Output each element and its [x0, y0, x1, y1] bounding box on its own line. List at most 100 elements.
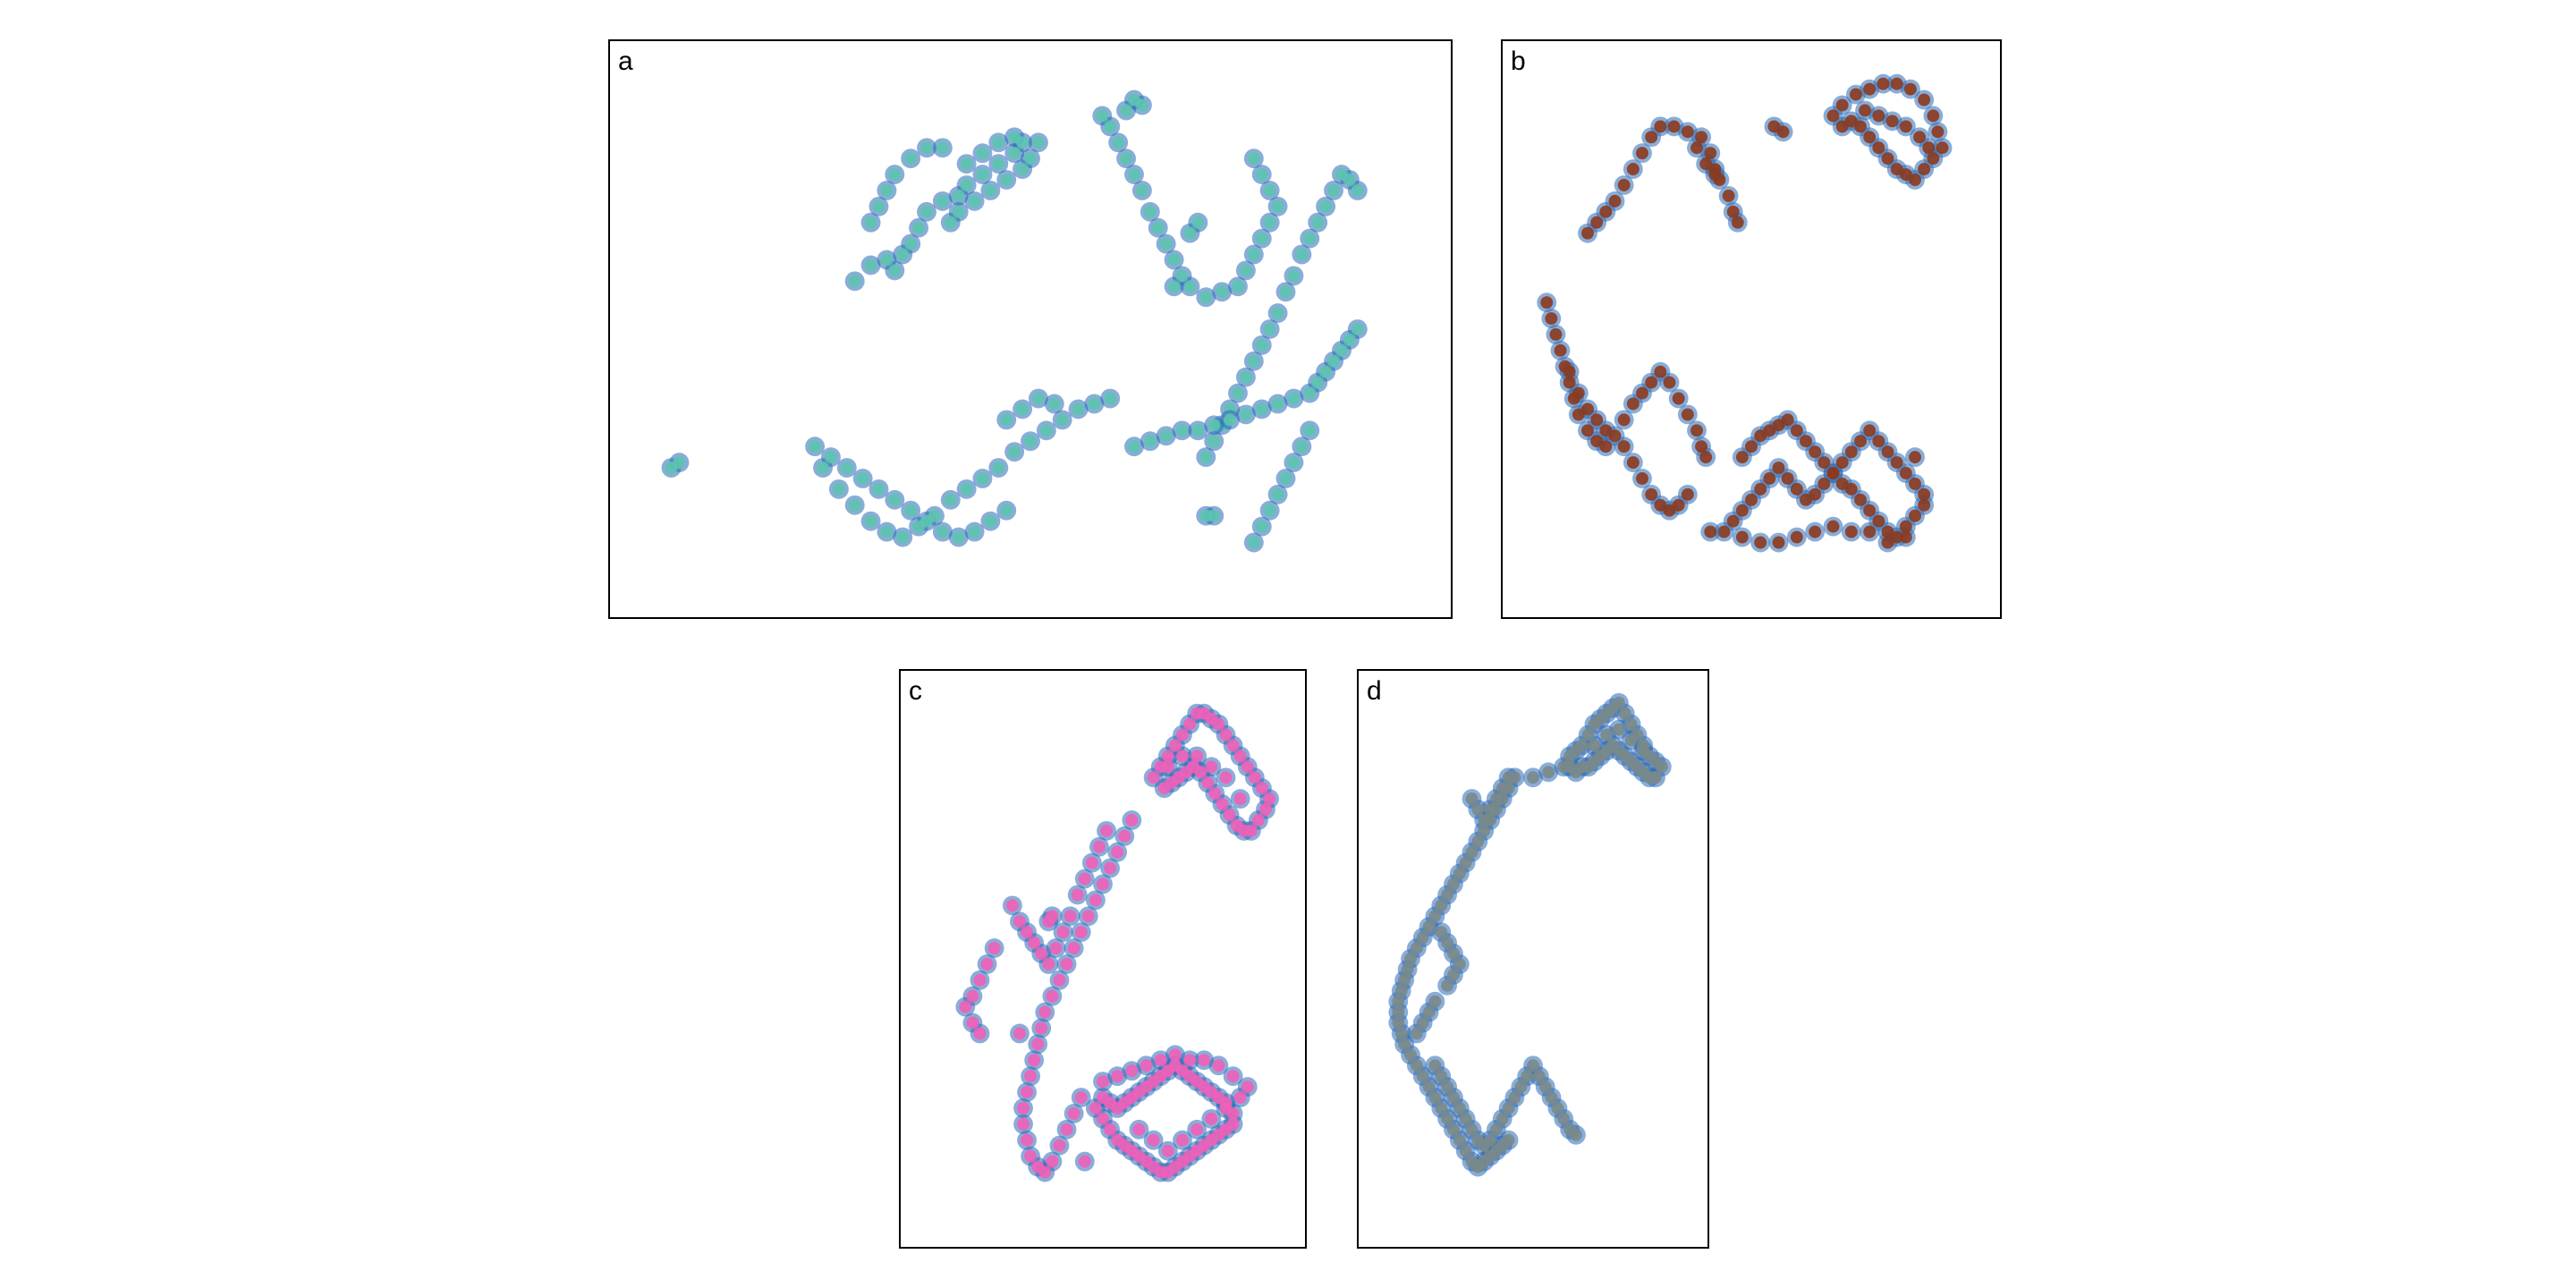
data-point — [1343, 333, 1356, 346]
data-point — [1465, 845, 1479, 859]
data-point — [1183, 226, 1197, 240]
data-point — [960, 482, 973, 496]
panel-b: b — [1501, 39, 2002, 619]
data-point — [928, 509, 941, 522]
data-point — [1527, 1059, 1539, 1072]
data-point — [1502, 771, 1515, 784]
data-point — [1226, 1117, 1240, 1131]
data-point — [1645, 487, 1658, 501]
data-point — [1422, 920, 1436, 934]
data-point — [817, 462, 829, 474]
data-point — [1219, 728, 1233, 741]
data-point — [1072, 402, 1085, 416]
data-point — [1818, 477, 1831, 490]
data-point — [1035, 1021, 1048, 1035]
data-point — [1890, 77, 1903, 90]
cluster-c-1 — [955, 810, 1142, 1182]
data-point — [1111, 845, 1124, 859]
cluster-c-3 — [1010, 906, 1095, 1172]
data-point — [1435, 1070, 1448, 1083]
data-point — [1859, 104, 1872, 117]
data-point — [1060, 1123, 1073, 1136]
data-point — [1772, 462, 1785, 474]
data-point — [1890, 530, 1903, 544]
data-point — [1343, 174, 1356, 186]
cluster-c-2 — [1086, 1045, 1258, 1182]
data-point — [1854, 120, 1867, 133]
data-point — [1844, 445, 1858, 459]
data-point — [1016, 163, 1030, 176]
data-point — [1484, 803, 1496, 816]
data-point — [1881, 525, 1894, 538]
data-point — [1199, 451, 1213, 464]
data-point — [1191, 216, 1205, 229]
data-point — [1428, 910, 1442, 923]
data-point — [1931, 125, 1945, 139]
data-point — [1132, 1123, 1146, 1136]
data-point — [1772, 536, 1785, 549]
data-point — [1287, 269, 1301, 283]
data-point — [960, 179, 973, 191]
data-point — [1295, 440, 1309, 453]
data-point — [673, 456, 686, 470]
data-point — [1031, 136, 1045, 149]
data-point — [1872, 435, 1885, 448]
cluster-a-2 — [1196, 165, 1368, 468]
data-point — [1612, 723, 1625, 736]
data-point — [1038, 1165, 1052, 1179]
data-point — [1271, 487, 1284, 501]
data-point — [1763, 424, 1776, 437]
data-point — [1000, 174, 1013, 186]
data-point — [1563, 376, 1576, 389]
data-point — [1232, 386, 1244, 400]
data-point — [1903, 82, 1917, 96]
data-point — [1208, 435, 1221, 448]
data-point — [1881, 536, 1894, 549]
data-point — [1046, 910, 1059, 923]
data-point — [1168, 739, 1182, 752]
data-point — [1056, 926, 1070, 939]
data-point — [1899, 120, 1912, 133]
data-point — [1404, 953, 1417, 965]
data-point — [1890, 163, 1903, 176]
data-point — [1885, 114, 1899, 128]
data-point — [992, 136, 1005, 149]
data-point — [1913, 131, 1927, 144]
data-point — [1191, 1123, 1204, 1136]
data-point — [1104, 120, 1117, 133]
data-point — [1590, 413, 1604, 427]
data-point — [1055, 413, 1069, 427]
data-point — [1097, 1112, 1109, 1125]
data-point — [1726, 205, 1740, 218]
data-point — [1918, 163, 1931, 176]
data-point — [1046, 1155, 1059, 1168]
data-point — [1441, 1112, 1454, 1125]
data-point — [1663, 504, 1676, 517]
data-point — [1590, 216, 1604, 229]
data-point — [1042, 958, 1055, 970]
data-point — [1392, 1016, 1405, 1030]
data-point — [1067, 942, 1080, 955]
data-point — [1726, 514, 1740, 528]
data-point — [1667, 120, 1681, 133]
data-point — [1575, 739, 1589, 752]
data-point — [1226, 1070, 1240, 1083]
data-point — [992, 157, 1005, 171]
data-point — [1826, 109, 1840, 123]
data-point — [896, 530, 910, 544]
data-point — [1143, 435, 1157, 448]
data-point — [872, 482, 886, 496]
data-point — [1392, 995, 1405, 1008]
data-point — [1021, 1133, 1034, 1147]
data-point — [1016, 402, 1030, 416]
data-point — [1255, 232, 1268, 245]
data-point — [1465, 792, 1479, 806]
data-point — [1453, 1133, 1466, 1147]
data-point — [1809, 445, 1822, 459]
data-point — [1909, 451, 1921, 464]
data-point — [1024, 152, 1037, 165]
data-point — [1563, 365, 1576, 378]
data-point — [1453, 1102, 1466, 1114]
data-point — [1745, 440, 1758, 453]
panel-c: c — [899, 669, 1307, 1249]
